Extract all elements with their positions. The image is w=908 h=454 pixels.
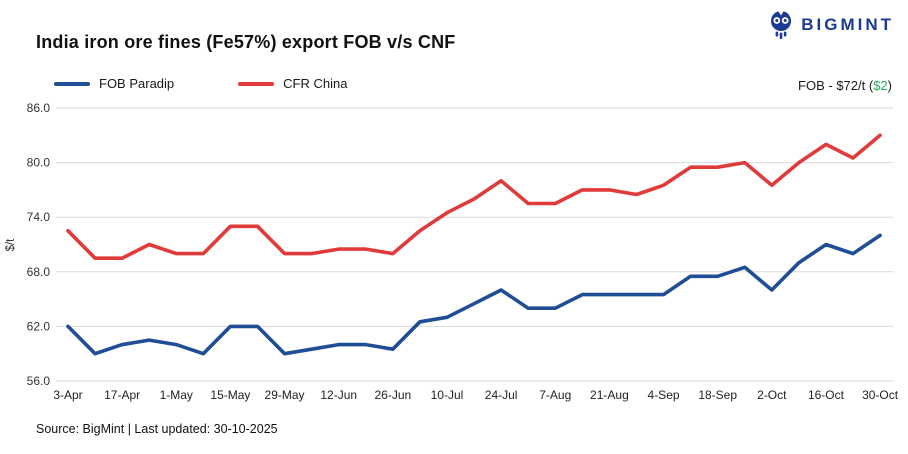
x-tick-label: 24-Jul: [485, 388, 518, 402]
x-tick-label: 3-Apr: [53, 388, 82, 402]
price-chart: 56.0 62.0 68.0 74.0 80.0 86.0 $/t 3-Apr 17-Apr 1-…: [5, 101, 899, 402]
bigmint-logo: BIGMINT: [768, 10, 894, 40]
y-axis-label: $/t: [5, 238, 17, 252]
x-tick-label: 10-Jul: [431, 388, 464, 402]
x-tick-label: 30-Oct: [862, 388, 899, 402]
legend-item-cfr-china[interactable]: CFR China: [238, 76, 347, 91]
x-tick-label: 29-May: [265, 388, 305, 402]
x-tick-label: 2-Oct: [757, 388, 787, 402]
bigmint-wordmark: BIGMINT: [801, 15, 894, 34]
x-tick-label: 1-May: [160, 388, 193, 402]
y-tick-label: 68.0: [27, 265, 51, 279]
fob-paradip-label: FOB Paradip: [99, 76, 175, 91]
x-tick-label: 17-Apr: [104, 388, 140, 402]
x-tick-label: 18-Sep: [698, 388, 737, 402]
cfr-china-swatch: [238, 81, 275, 86]
chart-area: 56.0 62.0 68.0 74.0 80.0 86.0 $/t 3-Apr 17-Apr 1-…: [0, 100, 908, 420]
chart-legend: FOB Paradip CFR China: [54, 76, 347, 91]
y-tick-label: 74.0: [27, 210, 51, 224]
y-tick-label: 56.0: [27, 374, 51, 388]
price-note-prefix: FOB - $72/t (: [798, 78, 874, 93]
fob-price-note: FOB - $72/t ($2): [798, 78, 892, 93]
x-tick-label: 26-Jun: [374, 388, 411, 402]
x-tick-label: 15-May: [210, 388, 250, 402]
x-tick-label: 16-Oct: [808, 388, 845, 402]
fob-paradip-swatch: [54, 81, 90, 86]
cfr-china-label: CFR China: [283, 76, 348, 91]
x-tick-label: 21-Aug: [590, 388, 629, 402]
source-note: Source: BigMint | Last updated: 30-10-20…: [36, 422, 278, 436]
x-tick-label: 12-Jun: [320, 388, 357, 402]
page-title: India iron ore fines (Fe57%) export FOB …: [36, 32, 456, 52]
x-tick-label: 4-Sep: [648, 388, 680, 402]
y-tick-label: 62.0: [27, 319, 51, 333]
cfr-china-line[interactable]: [66, 133, 882, 260]
bigmint-owl-icon: [771, 10, 792, 39]
y-tick-label: 80.0: [27, 156, 51, 170]
legend-item-fob-paradip[interactable]: FOB Paradip: [54, 76, 174, 91]
y-tick-label: 86.0: [27, 101, 51, 115]
fob-paradip-line[interactable]: [66, 233, 882, 356]
x-tick-label: 7-Aug: [539, 388, 571, 402]
price-note-delta: $2: [873, 78, 888, 93]
price-note-suffix: ): [887, 78, 892, 93]
